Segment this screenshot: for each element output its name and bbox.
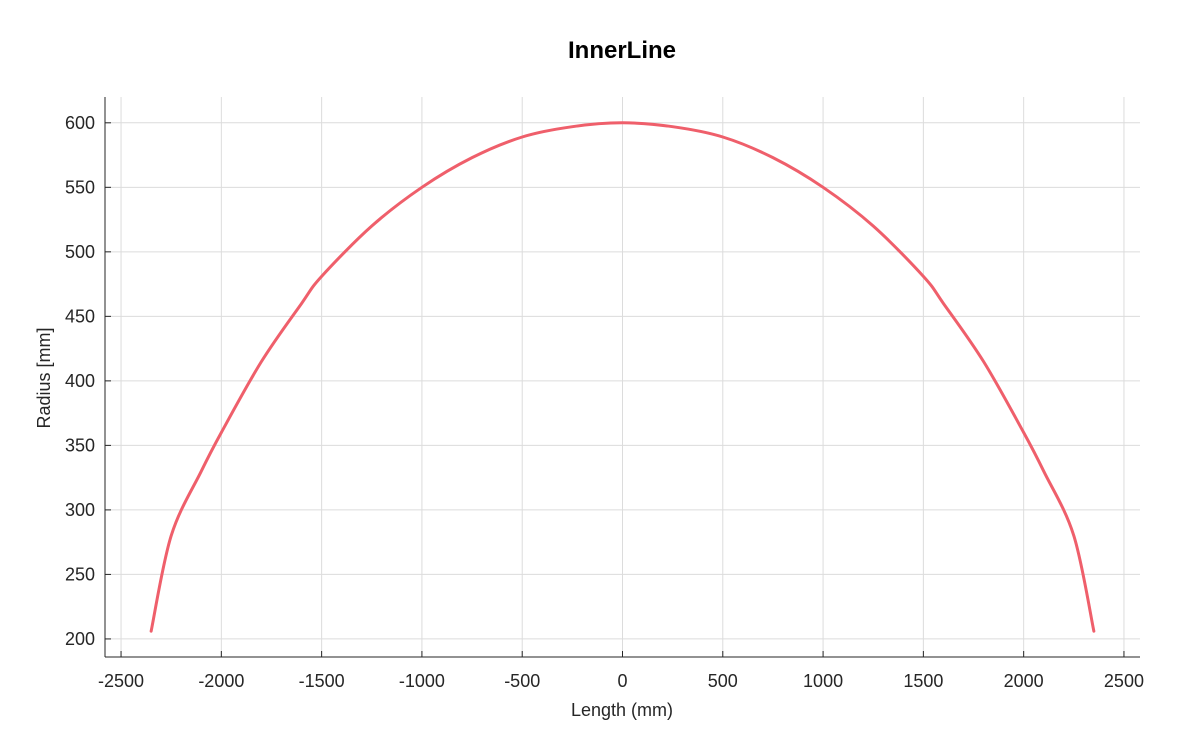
series-line	[149, 121, 1096, 633]
x-tick-label: -1500	[299, 671, 345, 691]
series-layer	[149, 121, 1096, 633]
x-tick-label: -500	[504, 671, 540, 691]
y-tick-label: 600	[65, 113, 95, 133]
chart-title: InnerLine	[568, 37, 676, 64]
x-tick-label: -2500	[98, 671, 144, 691]
y-tick-label: 450	[65, 306, 95, 326]
x-tick-label: 2500	[1104, 671, 1144, 691]
x-tick-label: -1000	[399, 671, 445, 691]
x-ticks: -2500 -2000 -1500 -1000 -500 0 500 1000 1500 2000…	[98, 651, 1144, 691]
x-tick-label: -2000	[198, 671, 244, 691]
y-tick-label: 300	[65, 500, 95, 520]
x-tick-label: 0	[617, 671, 627, 691]
x-tick-label: 1500	[903, 671, 943, 691]
y-tick-label: 250	[65, 564, 95, 584]
x-axis-label: Length (mm)	[571, 700, 673, 720]
y-ticks: 200 250 300 350 400 450 500 550 600	[65, 113, 111, 649]
y-tick-label: 400	[65, 371, 95, 391]
x-tick-label: 1000	[803, 671, 843, 691]
y-tick-label: 200	[65, 629, 95, 649]
y-tick-label: 500	[65, 242, 95, 262]
grid	[105, 97, 1140, 657]
x-tick-label: 500	[708, 671, 738, 691]
y-axis-label: Radius [mm]	[34, 327, 54, 428]
x-tick-label: 2000	[1004, 671, 1044, 691]
y-tick-label: 550	[65, 177, 95, 197]
y-tick-label: 350	[65, 435, 95, 455]
